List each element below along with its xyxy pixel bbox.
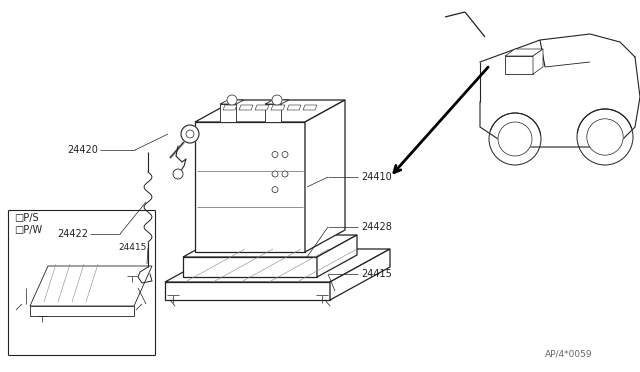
Polygon shape <box>220 100 244 104</box>
Polygon shape <box>30 306 134 316</box>
Circle shape <box>577 109 633 165</box>
Polygon shape <box>533 49 543 74</box>
Polygon shape <box>265 100 289 104</box>
Circle shape <box>272 171 278 177</box>
Text: 24410: 24410 <box>361 172 392 182</box>
Polygon shape <box>165 249 390 282</box>
Polygon shape <box>195 100 345 122</box>
Polygon shape <box>505 49 543 56</box>
Text: AP/4*0059: AP/4*0059 <box>545 350 593 359</box>
Polygon shape <box>317 235 357 277</box>
Circle shape <box>272 187 278 193</box>
Polygon shape <box>265 104 281 122</box>
Text: 24420: 24420 <box>67 145 98 155</box>
Circle shape <box>498 122 532 156</box>
Polygon shape <box>271 105 285 110</box>
Circle shape <box>181 125 199 143</box>
Circle shape <box>282 171 288 177</box>
Polygon shape <box>505 56 533 74</box>
Polygon shape <box>239 105 253 110</box>
Polygon shape <box>255 105 269 110</box>
Text: 24415: 24415 <box>118 244 147 253</box>
Circle shape <box>272 95 282 105</box>
Polygon shape <box>30 266 152 306</box>
Text: □P/W: □P/W <box>14 225 42 235</box>
Polygon shape <box>165 282 330 300</box>
Circle shape <box>227 95 237 105</box>
Polygon shape <box>183 235 357 257</box>
Circle shape <box>282 151 288 157</box>
Polygon shape <box>195 122 305 252</box>
Circle shape <box>489 113 541 165</box>
Polygon shape <box>220 104 236 122</box>
Circle shape <box>272 151 278 157</box>
Text: 24428: 24428 <box>361 222 392 232</box>
Text: □P/S: □P/S <box>14 213 38 223</box>
Polygon shape <box>330 249 390 300</box>
Circle shape <box>186 130 194 138</box>
Text: 24422: 24422 <box>57 229 88 239</box>
Text: 24415: 24415 <box>361 269 392 279</box>
Polygon shape <box>183 257 317 277</box>
Polygon shape <box>303 105 317 110</box>
Polygon shape <box>305 100 345 252</box>
Polygon shape <box>223 105 237 110</box>
Circle shape <box>173 169 183 179</box>
Polygon shape <box>287 105 301 110</box>
Circle shape <box>587 119 623 155</box>
